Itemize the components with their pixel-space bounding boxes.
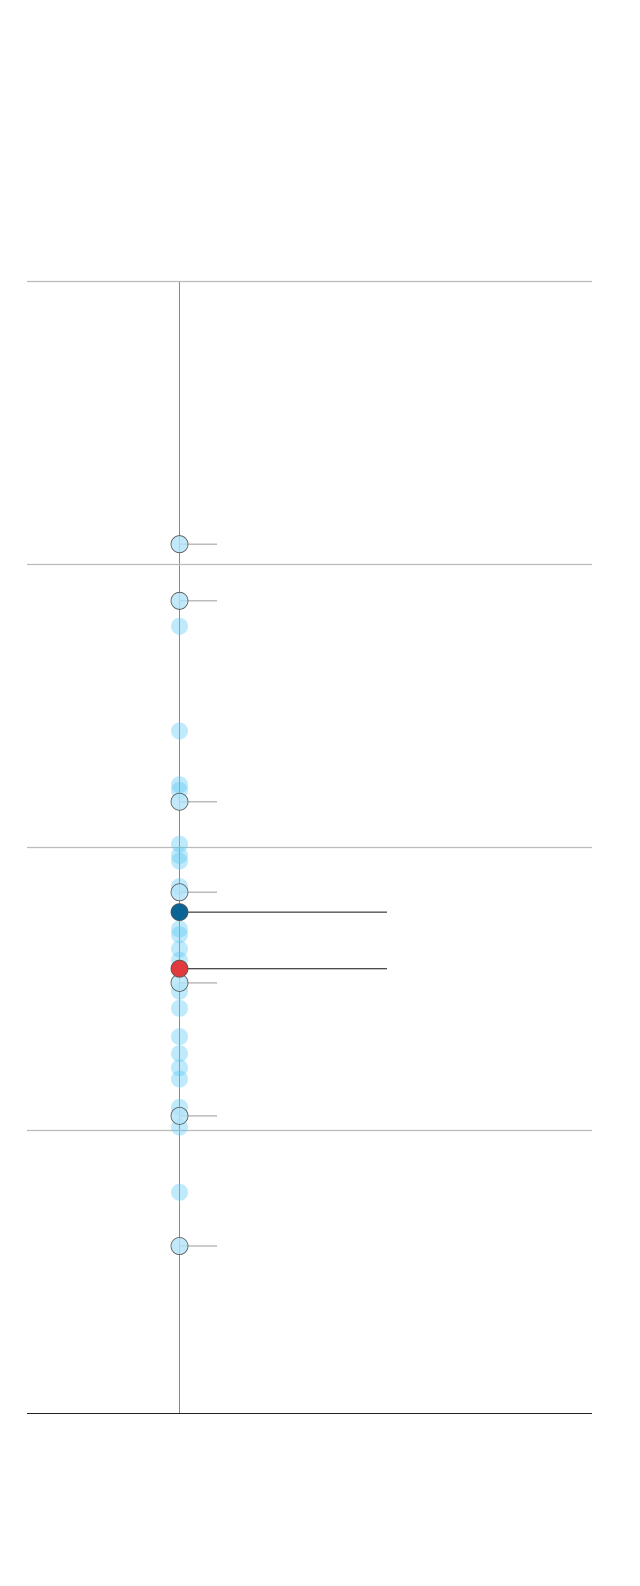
dot [170,903,189,921]
dot [171,1045,188,1063]
dot [170,591,189,610]
dot [171,1028,188,1046]
dot [171,999,188,1017]
dot [170,1237,189,1255]
dot [170,959,189,978]
dot [171,940,188,958]
dot [171,920,188,938]
dot [170,1106,189,1125]
dot [170,792,189,811]
dot [171,776,188,794]
dot [171,617,188,635]
dot [171,1070,188,1088]
dot [171,846,188,864]
dot [170,883,189,902]
dot [171,1059,188,1077]
dot [171,835,188,853]
dot [171,1183,188,1201]
dot [171,852,188,870]
dot [171,722,188,740]
dot [170,535,189,554]
dot [171,926,188,944]
